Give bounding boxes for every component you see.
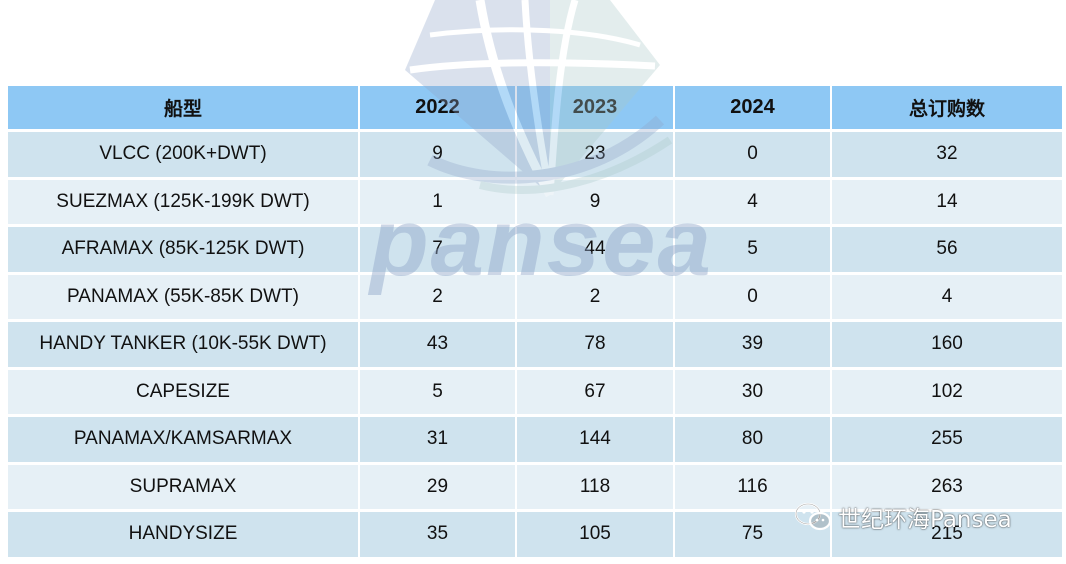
cell-2022: 7 [360,227,517,275]
cell-2022: 29 [360,464,517,512]
cell-ship-type: PANAMAX (55K-85K DWT) [8,274,360,322]
table-row: PANAMAX (55K-85K DWT) 2 2 0 4 [8,274,1062,322]
cell-2024: 39 [675,322,832,370]
cell-ship-type: PANAMAX/KAMSARMAX [8,417,360,465]
wechat-credit: 世纪环海Pansea [794,502,1012,533]
cell-2023: 105 [517,512,675,560]
table-header-row: 船型 2022 2023 2024 总订购数 [8,86,1062,132]
cell-ship-type: HANDYSIZE [8,512,360,560]
cell-total: 56 [832,227,1062,275]
table-row: HANDYSIZE 35 105 75 215 [8,512,1062,560]
cell-ship-type: SUEZMAX (125K-199K DWT) [8,179,360,227]
order-table: 船型 2022 2023 2024 总订购数 VLCC (200K+DWT) 9… [8,86,1062,560]
table-row: CAPESIZE 5 67 30 102 [8,369,1062,417]
table-row: SUEZMAX (125K-199K DWT) 1 9 4 14 [8,179,1062,227]
cell-2023: 9 [517,179,675,227]
header-2023: 2023 [517,86,675,132]
cell-total: 263 [832,464,1062,512]
header-ship-type: 船型 [8,86,360,132]
header-total-orders: 总订购数 [832,86,1062,132]
cell-total: 32 [832,132,1062,180]
table-row: PANAMAX/KAMSARMAX 31 144 80 255 [8,417,1062,465]
cell-total: 215 [832,512,1062,560]
cell-total: 14 [832,179,1062,227]
wechat-icon [794,502,832,531]
table-row: HANDY TANKER (10K-55K DWT) 43 78 39 160 [8,322,1062,370]
order-table-container: 船型 2022 2023 2024 总订购数 VLCC (200K+DWT) 9… [8,86,1062,560]
cell-total: 4 [832,274,1062,322]
cell-total: 102 [832,369,1062,417]
cell-2022: 43 [360,322,517,370]
cell-2023: 118 [517,464,675,512]
cell-2023: 44 [517,227,675,275]
cell-2022: 35 [360,512,517,560]
cell-2023: 144 [517,417,675,465]
cell-2024: 5 [675,227,832,275]
cell-2024: 30 [675,369,832,417]
cell-2022: 31 [360,417,517,465]
cell-ship-type: HANDY TANKER (10K-55K DWT) [8,322,360,370]
cell-ship-type: AFRAMAX (85K-125K DWT) [8,227,360,275]
header-2022: 2022 [360,86,517,132]
cell-2024: 4 [675,179,832,227]
cell-2024: 0 [675,274,832,322]
cell-2022: 2 [360,274,517,322]
cell-2024: 75 [675,512,832,560]
table-row: AFRAMAX (85K-125K DWT) 7 44 5 56 [8,227,1062,275]
cell-2022: 5 [360,369,517,417]
cell-2023: 2 [517,274,675,322]
cell-2022: 9 [360,132,517,180]
cell-2024: 0 [675,132,832,180]
table-row: VLCC (200K+DWT) 9 23 0 32 [8,132,1062,180]
header-2024: 2024 [675,86,832,132]
credit-text: 世纪环海Pansea [838,507,1012,533]
cell-ship-type: VLCC (200K+DWT) [8,132,360,180]
cell-ship-type: CAPESIZE [8,369,360,417]
cell-2023: 67 [517,369,675,417]
cell-2023: 78 [517,322,675,370]
table-row: SUPRAMAX 29 118 116 263 [8,464,1062,512]
cell-2023: 23 [517,132,675,180]
cell-2024: 80 [675,417,832,465]
cell-total: 160 [832,322,1062,370]
cell-total: 255 [832,417,1062,465]
cell-2022: 1 [360,179,517,227]
cell-ship-type: SUPRAMAX [8,464,360,512]
